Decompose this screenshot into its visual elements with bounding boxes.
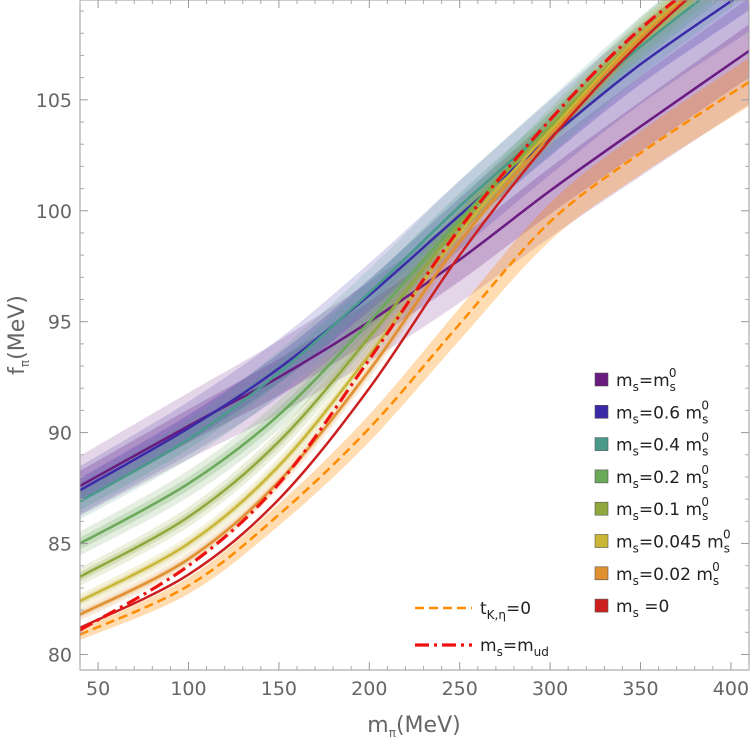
series-line-6 — [80, 0, 685, 616]
y-tick-label-95: 95 — [48, 312, 72, 334]
legend-swatch-2 — [594, 437, 609, 451]
x-tick-label-150: 150 — [261, 678, 297, 700]
legend-swatch-6 — [594, 566, 609, 581]
y-tick-label-105: 105 — [36, 90, 72, 112]
plot-frame — [79, 0, 750, 671]
y-axis-ticks: 80 85 90 95 100 105 — [36, 10, 749, 666]
y-tick-label-85: 85 — [48, 534, 72, 556]
legend-swatch-3 — [594, 469, 609, 484]
band-inner-0 — [80, 24, 749, 501]
x-axis-title: mπ(MeV) — [367, 713, 460, 740]
legend-label-3: ms=0.2 ms0 — [616, 463, 709, 491]
reference-line-1 — [80, 0, 679, 632]
legend-swatch-7 — [594, 598, 609, 613]
y-tick-label-90: 90 — [48, 423, 72, 445]
legend-label-2: ms=0.4 ms0 — [616, 431, 709, 459]
x-tick-label-100: 100 — [170, 678, 206, 700]
legend-label-7: ms =0 — [616, 597, 669, 620]
x-tick-label-350: 350 — [622, 678, 658, 700]
band-outer-3 — [80, 0, 712, 556]
legend-label-4: ms=0.1 ms0 — [616, 495, 709, 523]
x-tick-label-200: 200 — [351, 678, 387, 700]
band-outer-0 — [80, 0, 749, 516]
reference-legend-label-0: tK,η=0 — [480, 599, 531, 622]
legend-label-5: ms=0.045 ms0 — [616, 528, 731, 556]
x-tick-label-50: 50 — [86, 678, 110, 700]
x-axis-ticks: 50 100 150 200 250 300 350 400 — [79, 0, 750, 700]
x-tick-label-250: 250 — [442, 678, 478, 700]
legend-label-1: ms=0.6 ms0 — [616, 398, 709, 426]
band-outer-1 — [80, 0, 749, 515]
series-line-2 — [80, 0, 702, 503]
band-reference-tk — [80, 57, 749, 640]
legend-label-0: ms=ms0 — [616, 366, 677, 394]
series-line-7 — [80, 0, 688, 629]
legend: ms=ms0 ms=0.6 ms0 ms=0.4 ms0 ms=0.2 ms0 ms=0… — [594, 366, 731, 620]
series-line-1 — [80, 0, 736, 492]
y-tick-label-100: 100 — [36, 201, 72, 223]
y-tick-label-80: 80 — [48, 644, 72, 666]
legend-swatch-4 — [594, 501, 609, 516]
x-tick-label-400: 400 — [713, 678, 749, 700]
series-lines — [80, 0, 749, 636]
legend-label-6: ms=0.02 ms0 — [616, 560, 720, 588]
legend-swatch-5 — [594, 534, 609, 548]
legend-swatch-0 — [594, 372, 609, 387]
reference-legend-label-1: ms=mud — [480, 636, 549, 659]
x-tick-label-300: 300 — [532, 678, 568, 700]
legend-swatch-1 — [594, 404, 609, 419]
reference-legend: tK,η=0 ms=mud — [415, 599, 549, 659]
